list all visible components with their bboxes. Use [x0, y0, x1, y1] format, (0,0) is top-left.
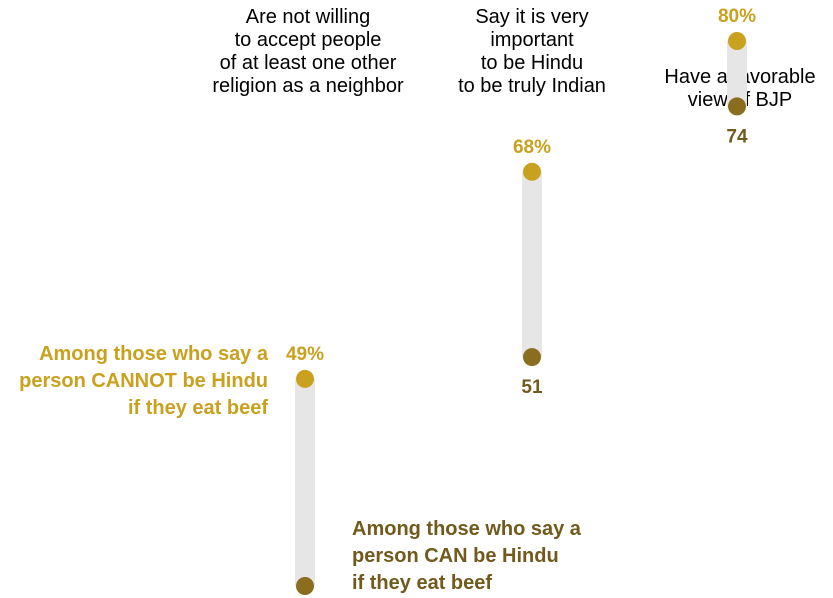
data-label-can-bjp: 74	[726, 126, 748, 147]
category-label-bjp: Have a favorable view of BJP	[664, 66, 816, 111]
legend-can-eat-beef: Among those who say a person CAN be Hind…	[352, 518, 581, 594]
point-can-bjp	[728, 97, 746, 116]
range-bar-hindu-indian	[522, 171, 542, 358]
range-bar-bjp	[727, 41, 747, 107]
point-cannot-bjp	[728, 32, 746, 50]
data-label-cannot-hindu-indian: 68%	[513, 137, 551, 158]
point-cannot-neighbor	[296, 369, 314, 388]
point-can-neighbor	[296, 577, 314, 595]
data-label-cannot-neighbor: 49%	[286, 344, 324, 365]
point-cannot-hindu-indian	[523, 162, 541, 181]
point-can-hindu-indian	[523, 348, 541, 367]
category-label-neighbor: Are not willing to accept people of at l…	[212, 6, 404, 97]
legend-cannot-eat-beef: Among those who say a person CANNOT be H…	[19, 343, 268, 419]
data-label-can-hindu-indian: 51	[521, 377, 543, 398]
category-label-hindu-indian: Say it is very important to be Hindu to …	[458, 6, 606, 97]
data-label-cannot-bjp: 80%	[718, 6, 756, 27]
range-bar-neighbor	[295, 378, 315, 586]
